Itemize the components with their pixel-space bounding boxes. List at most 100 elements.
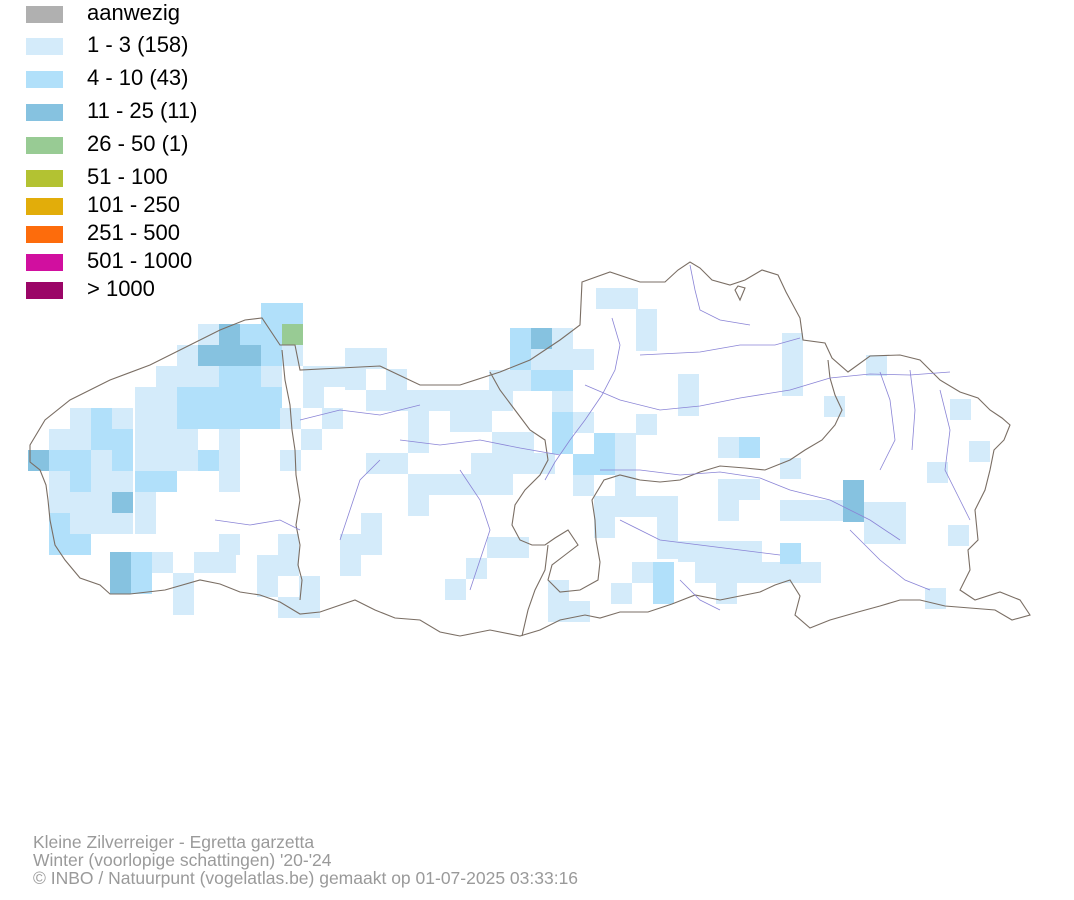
grid-cell	[112, 450, 133, 471]
grid-cell	[198, 387, 219, 408]
grid-cell	[782, 354, 803, 375]
grid-cell	[843, 480, 864, 501]
grid-cell	[345, 348, 366, 369]
province-border-4	[734, 285, 746, 302]
grid-cell	[552, 412, 573, 433]
grid-cell	[573, 475, 594, 496]
grid-cell	[177, 345, 198, 366]
grid-cell	[345, 369, 366, 390]
grid-cell	[573, 454, 594, 475]
rivers	[214, 264, 971, 611]
grid-cell	[110, 552, 131, 573]
legend-swatch	[26, 226, 63, 243]
grid-cell	[510, 370, 531, 391]
grid-cell	[800, 562, 821, 583]
grid-cell	[716, 562, 737, 583]
grid-cell	[301, 429, 322, 450]
grid-cell	[177, 450, 198, 471]
grid-cell	[219, 408, 240, 429]
grid-cell	[261, 345, 282, 366]
region-outlines	[29, 261, 1031, 637]
grid-cell	[70, 492, 91, 513]
grid-cell	[492, 390, 513, 411]
legend-swatch	[26, 254, 63, 271]
grid-cell	[408, 474, 429, 495]
grid-cell	[552, 391, 573, 412]
legend-item: 251 - 500	[26, 220, 286, 246]
grid-cell	[510, 328, 531, 349]
grid-cell	[408, 390, 429, 411]
grid-cell	[386, 369, 407, 390]
grid-cell	[91, 471, 112, 492]
grid-cell	[135, 450, 156, 471]
grid-cell	[487, 537, 508, 558]
river-7	[214, 519, 301, 531]
legend-label: aanwezig	[87, 0, 180, 25]
grid-cell	[718, 437, 739, 458]
grid-cell	[340, 534, 361, 555]
grid-cell	[135, 492, 156, 513]
grid-cell	[548, 601, 569, 622]
river-15	[849, 529, 931, 591]
grid-cell	[219, 471, 240, 492]
river-9	[879, 371, 896, 471]
river-6	[299, 404, 421, 421]
grid-cell	[408, 411, 429, 432]
grid-cell	[198, 450, 219, 471]
legend-swatch	[26, 170, 63, 187]
grid-cell	[215, 552, 236, 573]
grid-cell	[471, 453, 492, 474]
grid-cell	[513, 453, 534, 474]
grid-cell	[261, 324, 282, 345]
grid-cell	[70, 471, 91, 492]
footer-species: Kleine Zilverreiger - Egretta garzetta	[33, 832, 315, 852]
grid-cell	[91, 513, 112, 534]
grid-cell	[739, 437, 760, 458]
grid-cell	[49, 450, 70, 471]
grid-cell	[885, 523, 906, 544]
grid-cell	[492, 474, 513, 495]
grid-cell	[261, 387, 282, 408]
grid-cell	[303, 387, 324, 408]
grid-cell	[657, 517, 678, 538]
grid-cell	[720, 541, 741, 562]
grid-cell	[282, 303, 303, 324]
grid-cell	[177, 429, 198, 450]
grid-cell	[678, 541, 699, 562]
grid-cell	[552, 370, 573, 391]
grid-cell	[492, 453, 513, 474]
grid-cell	[156, 429, 177, 450]
grid-cell	[28, 450, 49, 471]
river-14	[339, 459, 381, 541]
river-12	[459, 469, 491, 591]
grid-cell	[594, 496, 615, 517]
legend-item: > 1000	[26, 276, 286, 302]
river-13	[619, 519, 781, 556]
grid-cell	[282, 324, 303, 345]
grid-cell	[617, 288, 638, 309]
legend-item: 11 - 25 (11)	[26, 98, 286, 124]
grid-cell	[653, 583, 674, 604]
river-3	[584, 371, 951, 411]
grid-cell	[716, 583, 737, 604]
grid-cell	[450, 474, 471, 495]
grid-cell	[866, 355, 887, 376]
grid-cell	[657, 496, 678, 517]
grid-cells	[28, 288, 990, 622]
grid-cell	[531, 370, 552, 391]
grid-cell	[112, 513, 133, 534]
grid-cell	[408, 495, 429, 516]
river-1	[544, 317, 621, 481]
province-border-2	[489, 359, 843, 593]
grid-cell	[131, 573, 152, 594]
grid-cell	[387, 390, 408, 411]
grid-cell	[112, 492, 133, 513]
grid-cell	[240, 345, 261, 366]
grid-cell	[636, 309, 657, 330]
grid-cell	[615, 454, 636, 475]
grid-cell	[156, 450, 177, 471]
legend-item: 26 - 50 (1)	[26, 131, 286, 157]
legend-item: 1 - 3 (158)	[26, 32, 286, 58]
grid-cell	[112, 429, 133, 450]
grid-cell	[969, 441, 990, 462]
